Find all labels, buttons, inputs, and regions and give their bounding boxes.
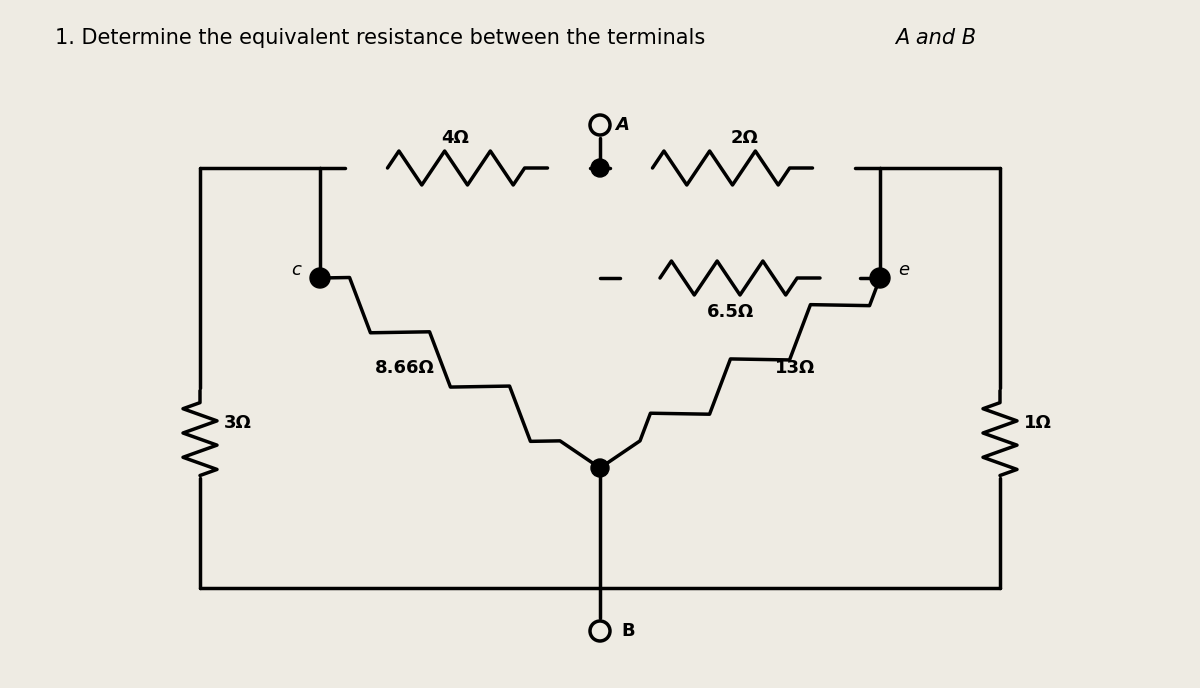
Text: c: c bbox=[292, 261, 301, 279]
Text: 4Ω: 4Ω bbox=[442, 129, 469, 147]
Text: e: e bbox=[899, 261, 910, 279]
Circle shape bbox=[592, 159, 610, 177]
Text: 1Ω: 1Ω bbox=[1024, 414, 1052, 432]
Text: B: B bbox=[622, 622, 635, 640]
Circle shape bbox=[592, 459, 610, 477]
Text: 8.66Ω: 8.66Ω bbox=[376, 359, 434, 377]
Text: 13Ω: 13Ω bbox=[775, 359, 815, 377]
Text: 2Ω: 2Ω bbox=[731, 129, 758, 147]
Text: 3Ω: 3Ω bbox=[224, 414, 252, 432]
Text: 6.5Ω: 6.5Ω bbox=[707, 303, 754, 321]
Text: A and B: A and B bbox=[895, 28, 976, 48]
Text: 1. Determine the equivalent resistance between the terminals: 1. Determine the equivalent resistance b… bbox=[55, 28, 712, 48]
Circle shape bbox=[310, 268, 330, 288]
Circle shape bbox=[870, 268, 890, 288]
Text: A: A bbox=[616, 116, 629, 134]
